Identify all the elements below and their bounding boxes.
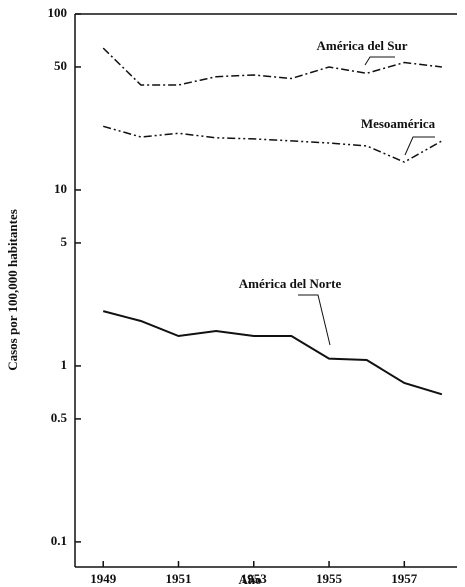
leader-line: [298, 294, 331, 346]
x-tick-label: 1951: [165, 571, 191, 586]
series-line: [102, 310, 443, 396]
x-tick-label: 1957: [391, 571, 418, 586]
y-tick-label: 0.5: [51, 410, 68, 425]
y-axis-label: Casos por 100,000 habitantes: [5, 209, 20, 371]
x-axis-label: Año: [238, 572, 261, 587]
y-tick-label: 100: [48, 5, 68, 20]
leader-line: [404, 136, 435, 156]
series-label: América del Sur: [317, 38, 408, 53]
x-tick-label: 1949: [90, 571, 117, 586]
series-line: [102, 47, 442, 86]
y-tick-label: 50: [54, 58, 67, 73]
series-label: América del Norte: [239, 276, 342, 291]
series-label: Mesoamérica: [361, 116, 436, 131]
y-tick-label: 0.1: [51, 533, 67, 548]
y-tick-label: 5: [61, 234, 68, 249]
x-tick-label: 1953: [241, 571, 268, 586]
y-tick-label: 10: [54, 181, 67, 196]
leader-line: [364, 56, 395, 66]
x-tick-label: 1955: [316, 571, 343, 586]
y-tick-label: 1: [61, 357, 68, 372]
series-line: [102, 125, 443, 163]
